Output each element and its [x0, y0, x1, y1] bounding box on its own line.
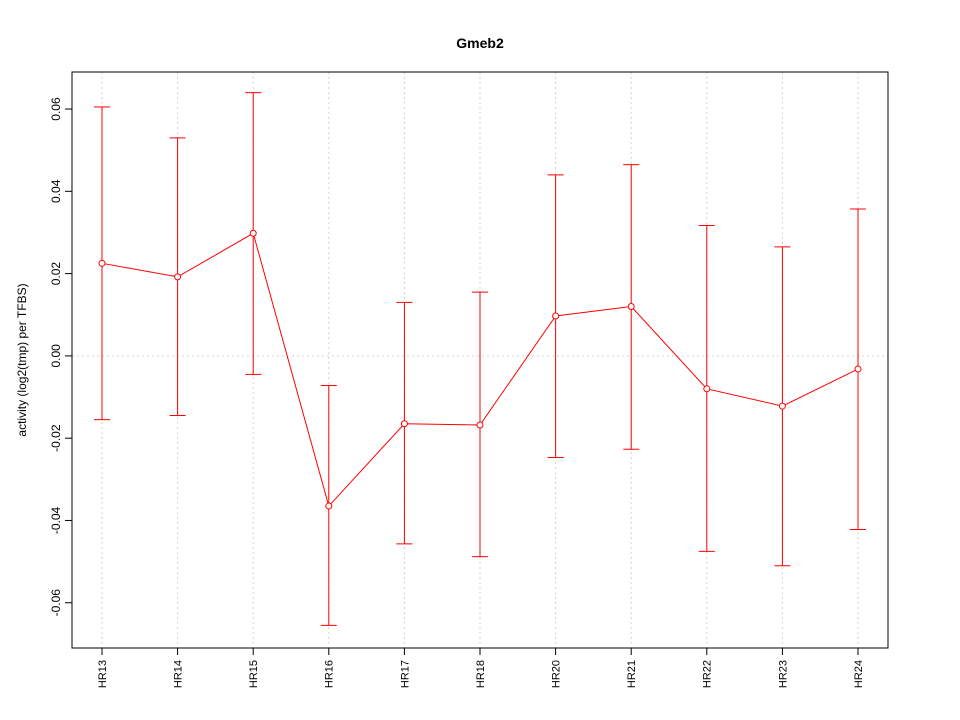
data-point [174, 273, 182, 281]
y-tick-label: -0.06 [49, 589, 63, 617]
data-point [325, 502, 333, 510]
y-axis: -0.06 -0.04 -0.02 0.00 0.02 0.04 0.06 [49, 97, 73, 617]
y-tick-label: -0.02 [49, 424, 63, 452]
data-point [627, 303, 635, 311]
x-axis: HR13 HR14 HR15 HR16 HR17 HR18 HR20 HR21 HR22 HR23… [97, 647, 865, 688]
data-series [98, 229, 862, 510]
chart-title: Gmeb2 [456, 35, 504, 51]
data-point [778, 402, 786, 410]
x-tick-label: HR18 [475, 660, 487, 688]
y-tick-label: 0.04 [49, 179, 63, 203]
x-tick-label: HR20 [550, 660, 562, 688]
data-point [249, 229, 257, 237]
data-point [854, 365, 862, 373]
x-tick-label: HR17 [399, 660, 411, 688]
x-tick-label: HR22 [702, 660, 714, 688]
data-point [400, 420, 408, 428]
x-tick-label: HR13 [97, 660, 109, 688]
x-tick-label: HR24 [853, 660, 865, 688]
data-point [476, 421, 484, 429]
x-tick-label: HR16 [324, 660, 336, 688]
data-point [703, 385, 711, 393]
x-tick-label: HR15 [248, 660, 260, 688]
data-point [98, 259, 106, 267]
x-tick-label: HR21 [626, 660, 638, 688]
y-tick-label: 0.00 [49, 344, 63, 368]
y-tick-label: -0.04 [49, 506, 63, 534]
y-tick-label: 0.02 [49, 262, 63, 286]
x-tick-label: HR14 [172, 660, 184, 688]
x-tick-label: HR23 [777, 660, 789, 688]
y-axis-label: activity (log2(tmp) per TFBS) [15, 283, 29, 436]
data-point [552, 312, 560, 320]
y-tick-label: 0.06 [49, 97, 63, 121]
